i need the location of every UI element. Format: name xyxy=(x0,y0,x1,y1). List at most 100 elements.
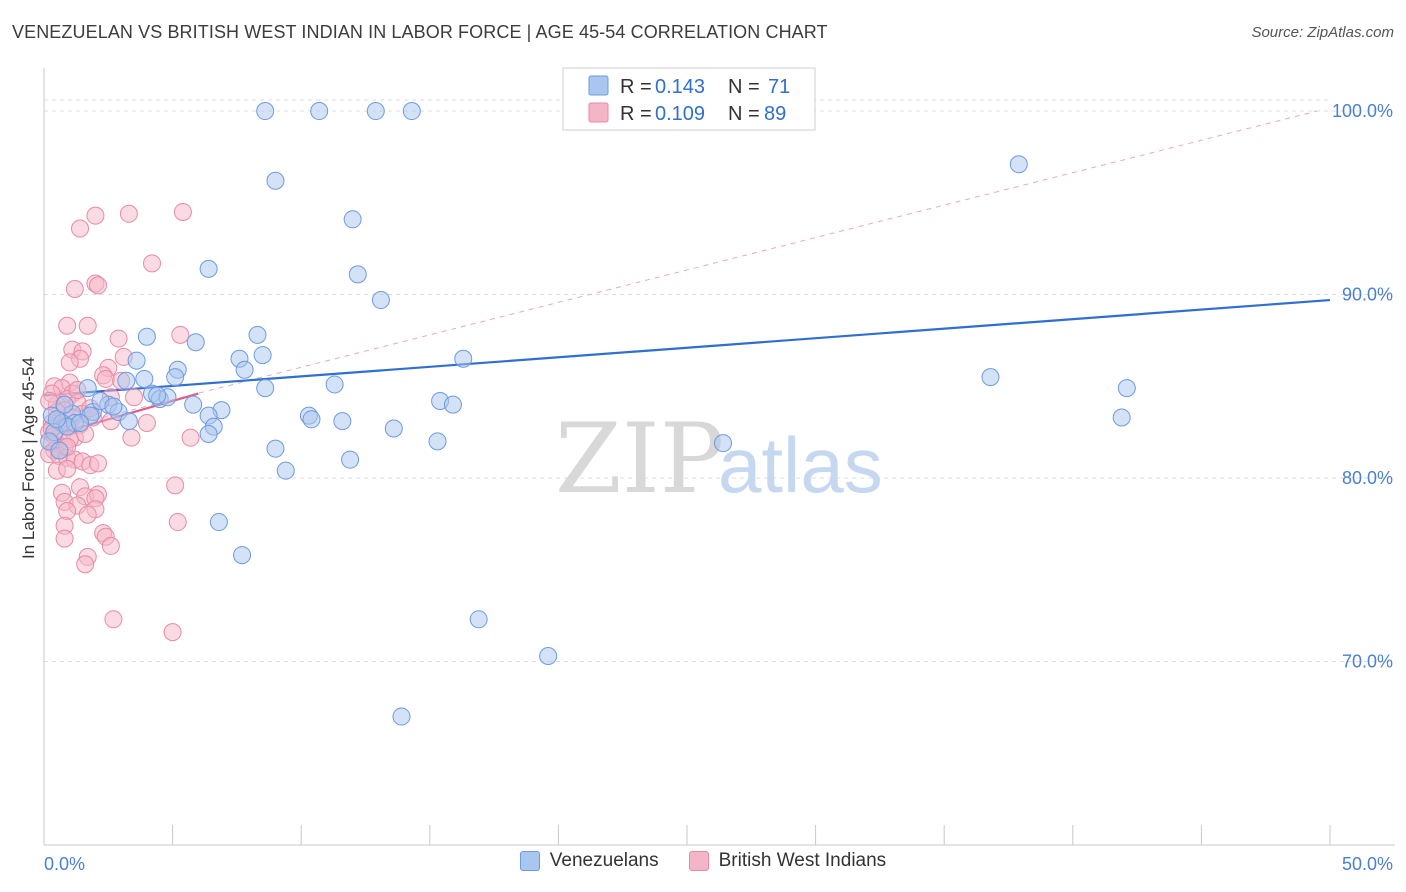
legend-item-british-west-indians[interactable]: British West Indians xyxy=(688,850,886,872)
british-west-indian-point[interactable] xyxy=(109,329,128,348)
british-west-indian-point[interactable] xyxy=(181,428,200,447)
venezuelan-point[interactable] xyxy=(137,327,156,346)
venezuelan-point[interactable] xyxy=(333,412,352,431)
british-west-indian-point[interactable] xyxy=(60,353,79,372)
venezuelan-point[interactable] xyxy=(256,102,275,121)
venezuelan-point[interactable] xyxy=(443,395,462,414)
x-tick-label-max: 50.0% xyxy=(1342,854,1393,874)
venezuelan-point[interactable] xyxy=(714,434,733,453)
venezuelan-point[interactable] xyxy=(276,461,295,480)
legend-item-venezuelans[interactable]: Venezuelans xyxy=(519,850,659,872)
venezuelan-point[interactable] xyxy=(127,351,146,370)
venezuelan-point[interactable] xyxy=(253,346,272,365)
british-west-indian-point[interactable] xyxy=(122,428,141,447)
venezuelan-point[interactable] xyxy=(117,371,136,390)
chart-title: VENEZUELAN VS BRITISH WEST INDIAN IN LAB… xyxy=(12,22,828,42)
venezuelan-point[interactable] xyxy=(148,386,167,405)
british-west-indian-point[interactable] xyxy=(171,325,190,344)
venezuelan-point[interactable] xyxy=(1112,408,1131,427)
venezuelan-point[interactable] xyxy=(47,410,66,429)
venezuelan-point[interactable] xyxy=(266,439,285,458)
british-west-indian-point[interactable] xyxy=(58,459,77,478)
series-legend: Venezuelans British West Indians xyxy=(0,850,1406,872)
legend-swatch-british-west-indians xyxy=(588,102,609,123)
british-west-indian-point[interactable] xyxy=(168,513,187,532)
venezuelans-trend-line xyxy=(43,298,1331,397)
venezuelan-point[interactable] xyxy=(392,707,411,726)
venezuelan-point[interactable] xyxy=(1117,379,1136,398)
british-west-indian-point[interactable] xyxy=(125,388,144,407)
venezuelan-point[interactable] xyxy=(266,171,285,190)
venezuelan-point[interactable] xyxy=(135,369,154,388)
legend-label-venezuelans: Venezuelans xyxy=(549,850,659,871)
venezuelan-point[interactable] xyxy=(454,349,473,368)
british-west-indian-point[interactable] xyxy=(96,369,115,388)
venezuelan-point[interactable] xyxy=(119,412,138,431)
british-west-indian-point[interactable] xyxy=(89,276,108,295)
british-west-indian-point[interactable] xyxy=(166,476,185,495)
british-west-indian-point[interactable] xyxy=(86,206,105,225)
venezuelan-point[interactable] xyxy=(469,610,488,629)
legend-swatch-venezuelans xyxy=(588,75,609,96)
british-west-indian-point[interactable] xyxy=(104,610,123,629)
british-west-indian-point[interactable] xyxy=(78,316,97,335)
venezuelan-point[interactable] xyxy=(302,410,321,429)
venezuelan-point[interactable] xyxy=(1009,155,1028,174)
venezuelan-point[interactable] xyxy=(248,325,267,344)
venezuelan-point[interactable] xyxy=(384,419,403,438)
venezuelan-point[interactable] xyxy=(55,395,74,414)
british-west-indian-point[interactable] xyxy=(89,454,108,473)
venezuelan-point[interactable] xyxy=(199,424,218,443)
british-west-indian-point[interactable] xyxy=(65,280,84,299)
venezuelan-point[interactable] xyxy=(186,333,205,352)
british-west-indian-point[interactable] xyxy=(137,413,156,432)
british-west-indian-point[interactable] xyxy=(58,316,77,335)
venezuelan-point[interactable] xyxy=(235,360,254,379)
venezuelan-point[interactable] xyxy=(325,375,344,394)
british-west-indian-point[interactable] xyxy=(58,502,77,521)
legend-r-label-1: R = xyxy=(620,76,652,98)
british-west-indian-point[interactable] xyxy=(71,219,90,238)
british-west-indian-point[interactable] xyxy=(76,555,95,574)
venezuelan-point[interactable] xyxy=(256,379,275,398)
y-tick-label: 90.0% xyxy=(1342,285,1393,305)
venezuelan-point[interactable] xyxy=(402,102,421,121)
british-west-indian-point[interactable] xyxy=(173,202,192,221)
venezuelan-point[interactable] xyxy=(233,546,252,565)
british-west-indian-point[interactable] xyxy=(143,254,162,273)
legend-r-label-2: R = xyxy=(620,103,652,125)
venezuelan-point[interactable] xyxy=(199,259,218,278)
legend-n-value-1: 71 xyxy=(768,76,790,98)
venezuelan-point[interactable] xyxy=(166,368,185,387)
venezuelan-point[interactable] xyxy=(341,450,360,469)
venezuelan-point[interactable] xyxy=(539,647,558,666)
venezuelan-point[interactable] xyxy=(209,513,228,532)
data-points xyxy=(40,102,1136,726)
venezuelan-point[interactable] xyxy=(366,102,385,121)
legend-r-value-2: 0.109 xyxy=(655,103,705,125)
axes xyxy=(43,68,1395,846)
venezuelan-point[interactable] xyxy=(50,441,69,460)
venezuelan-point[interactable] xyxy=(428,432,447,451)
british-west-indian-point[interactable] xyxy=(40,391,59,410)
british-west-indian-point[interactable] xyxy=(101,536,120,555)
watermark: ZIP atlas xyxy=(555,403,883,515)
reference-diagonal xyxy=(43,110,1318,433)
venezuelan-point[interactable] xyxy=(310,102,329,121)
venezuelan-point[interactable] xyxy=(348,265,367,284)
british-west-indian-point[interactable] xyxy=(163,623,182,642)
british-west-indian-point[interactable] xyxy=(119,204,138,223)
watermark-atlas: atlas xyxy=(718,421,883,509)
trend-lines xyxy=(43,110,1331,439)
venezuelan-point[interactable] xyxy=(371,291,390,310)
venezuelan-point[interactable] xyxy=(981,368,1000,387)
venezuelan-point[interactable] xyxy=(71,413,90,432)
british-west-indian-point[interactable] xyxy=(78,505,97,524)
venezuelan-point[interactable] xyxy=(184,395,203,414)
venezuelan-point[interactable] xyxy=(78,379,97,398)
venezuelan-point[interactable] xyxy=(104,397,123,416)
british-west-indian-point[interactable] xyxy=(55,529,74,548)
venezuelan-point[interactable] xyxy=(343,210,362,229)
y-tick-label: 80.0% xyxy=(1342,468,1393,488)
